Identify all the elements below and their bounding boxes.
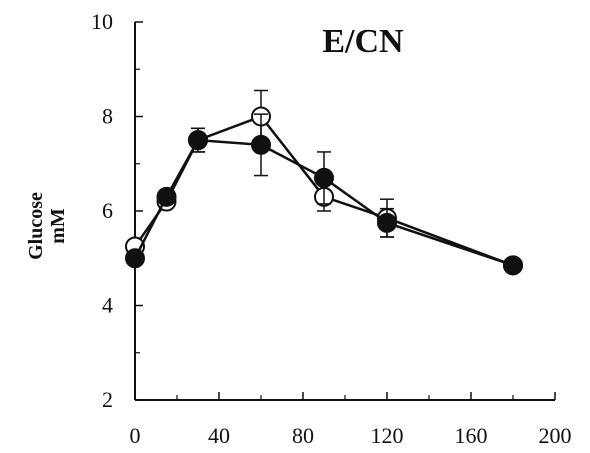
x-tick-label: 200 (539, 423, 572, 448)
series-layer (125, 89, 523, 276)
y-axis-label-line: Glucose (25, 192, 47, 260)
x-tick-label: 40 (208, 423, 230, 448)
y-axis-label-line: mM (47, 208, 69, 244)
y-tick-label: 8 (102, 104, 113, 129)
filled-point (156, 186, 177, 207)
filled-point (125, 248, 145, 269)
filled-point (503, 255, 523, 276)
y-tick-label: 6 (102, 198, 113, 223)
y-tick-label: 10 (91, 9, 113, 34)
chart-title: E/CN (322, 23, 404, 60)
filled-point (314, 167, 334, 188)
y-tick-label: 4 (102, 293, 113, 318)
x-axis-ticks: 0 40 80 120 160 200 (130, 392, 572, 448)
y-tick-label: 2 (102, 387, 113, 412)
axes (134, 22, 555, 401)
x-tick-label: 160 (455, 423, 488, 448)
x-tick-label: 0 (130, 423, 141, 448)
series-1 (125, 113, 523, 276)
y-axis-label: Glucose mM (25, 192, 69, 260)
x-tick-label: 120 (371, 423, 404, 448)
x-tick-label: 80 (292, 423, 314, 448)
filled-point (251, 134, 271, 155)
filled-point (377, 212, 397, 233)
filled-point (188, 130, 208, 151)
